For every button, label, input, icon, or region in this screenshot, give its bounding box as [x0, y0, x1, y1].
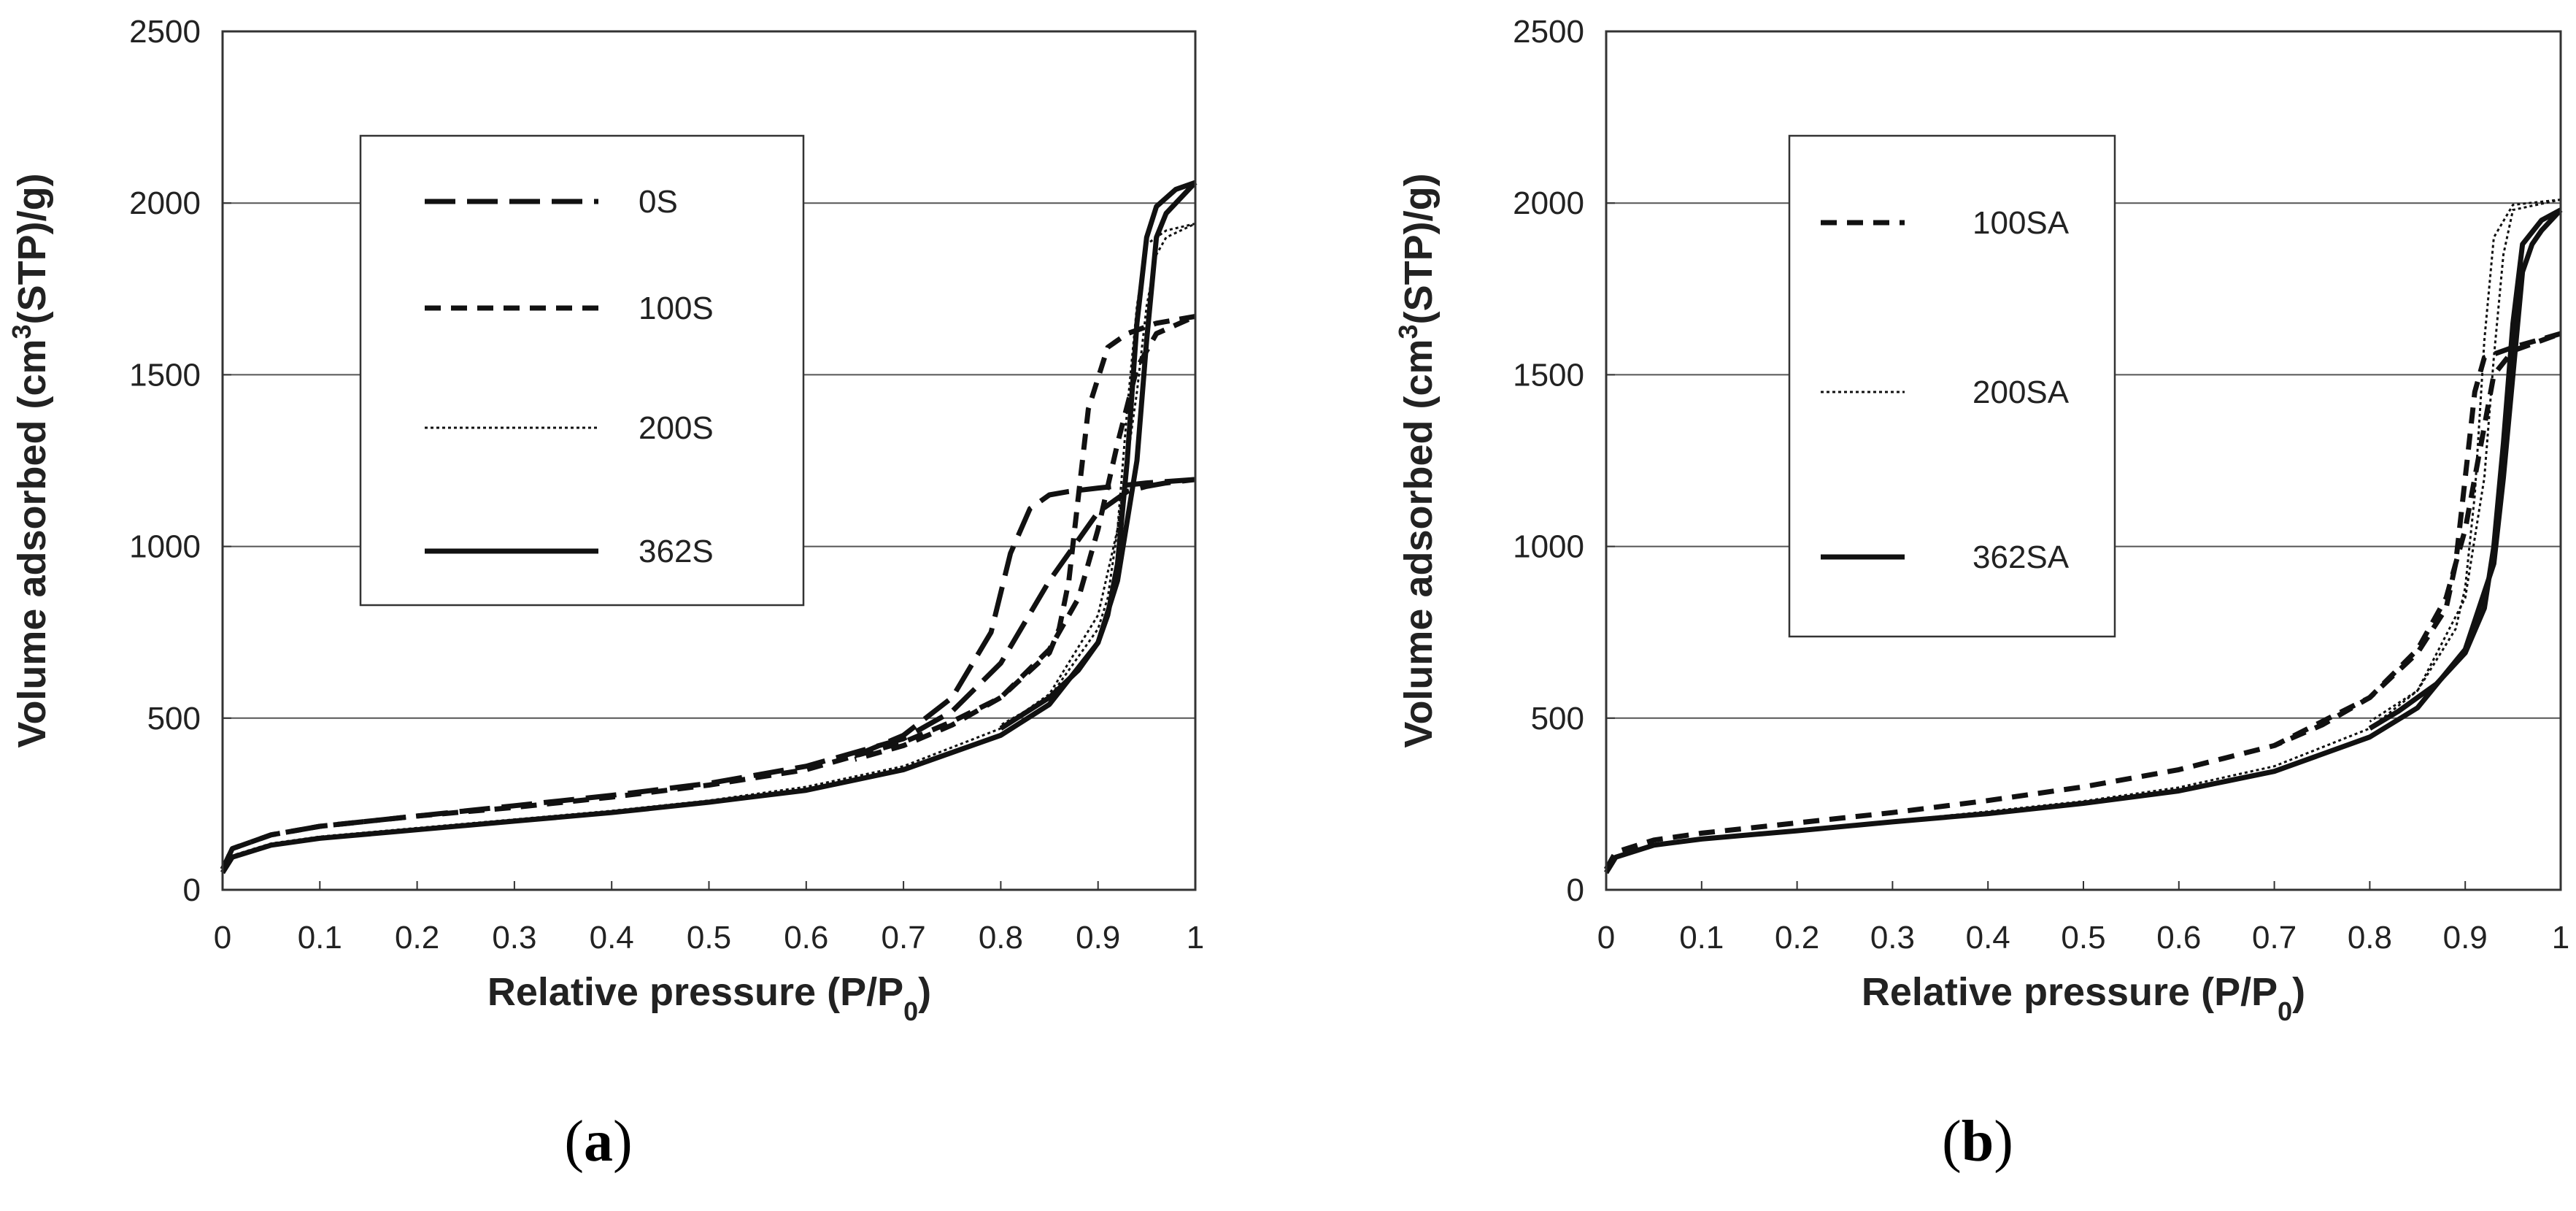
- panel-a-x-tick-label: 0: [214, 920, 231, 956]
- panel-a-legend-label-100S: 100S: [639, 291, 714, 326]
- panel-b-x-tick-label: 0.5: [2061, 920, 2105, 956]
- panel-a-y-tick-label: 500: [147, 701, 201, 737]
- panel-a-x-tick-label: 1: [1187, 920, 1204, 956]
- panel-a-x-tick-label: 0.3: [492, 920, 536, 956]
- panel-a-series-0S-desorption: [854, 477, 1196, 758]
- panel-b-series-200SA-desorption: [2369, 199, 2561, 723]
- panel-a-y-tick-label: 1000: [129, 529, 201, 565]
- panel-b-y-tick-label: 500: [1531, 701, 1584, 737]
- panel-b-series-100SA-adsorption: [1603, 331, 2562, 871]
- panel-b-x-tick-label: 0.9: [2443, 920, 2488, 956]
- panel-b-y-tick-label: 2500: [1513, 14, 1584, 50]
- panel-a-x-tick-label: 0.6: [784, 920, 828, 956]
- panel-b-y-tick-label: 0: [1567, 872, 1584, 908]
- panel-b-x-tick-label: 0.6: [2156, 920, 2201, 956]
- panel-a-x-tick-label: 0.9: [1076, 920, 1120, 956]
- panel-a-legend: 0S 100S 200S 362S: [359, 134, 805, 607]
- panel-a-x-tick-label: 0.1: [298, 920, 342, 956]
- panel-b-y-tick-label: 1500: [1513, 357, 1584, 393]
- panel-b-x-tick-label: 1: [2552, 920, 2569, 956]
- panel-b-x-tick-label: 0.8: [2348, 920, 2392, 956]
- panel-a-label: (a): [564, 1110, 632, 1174]
- panel-b-legend-box: [1788, 134, 2116, 638]
- panel-a-chart: 0 0.1 0.2 0.3 0.4 0.5 0.6 0.7 0.8 0.9 1 0 500 1000 15…: [7, 14, 1205, 1174]
- panel-a-y-axis-title: Volume adsorbed (cm3(STP)/g): [7, 173, 55, 747]
- panel-b-x-tick-label: 0.1: [1679, 920, 1724, 956]
- panel-a-y-tick-label: 0: [183, 872, 201, 908]
- panel-a-y-tick-label: 2500: [129, 14, 201, 50]
- panel-a-legend-label-0S: 0S: [639, 184, 678, 220]
- panel-b-legend-label-200SA: 200SA: [1973, 374, 2070, 410]
- panel-b-y-tick-label: 2000: [1513, 185, 1584, 221]
- panel-b-series-362SA-desorption: [2368, 207, 2562, 731]
- panel-a-legend-label-200S: 200S: [639, 410, 714, 446]
- panel-a-x-tick-label: 0.2: [395, 920, 439, 956]
- panel-a-legend-box: [359, 134, 805, 607]
- panel-b-x-tick-label: 0: [1597, 920, 1615, 956]
- panel-a-series-100S-desorption: [854, 313, 1196, 762]
- panel-b-x-tick-label: 0.7: [2252, 920, 2297, 956]
- panel-a-legend-label-362S: 362S: [639, 534, 714, 569]
- panel-a-y-tick-label: 1500: [129, 357, 201, 393]
- panel-b-legend-label-362SA: 362SA: [1973, 539, 2070, 575]
- panel-a-series-100S-adsorption: [220, 314, 1197, 871]
- panel-b-y-axis-title: Volume adsorbed (cm3(STP)/g): [1393, 173, 1441, 747]
- panel-b-series-362SA-adsorption: [1604, 208, 2563, 874]
- panel-a-series-200S-adsorption: [221, 223, 1196, 874]
- panel-b-legend-label-100SA: 100SA: [1973, 205, 2070, 241]
- panel-a-series-362S-adsorption: [220, 180, 1198, 874]
- panel-a-x-tick-label: 0.7: [882, 920, 926, 956]
- panel-b-y-tick-label: 1000: [1513, 529, 1584, 565]
- panel-a-x-tick-label: 0.8: [979, 920, 1023, 956]
- panel-b-x-tick-label: 0.2: [1775, 920, 1819, 956]
- panel-a-x-tick-label: 0.4: [590, 920, 634, 956]
- panel-b-x-tick-label: 0.3: [1870, 920, 1915, 956]
- panel-b-label: (b): [1942, 1110, 2013, 1174]
- panel-a-x-tick-label: 0.5: [687, 920, 731, 956]
- panel-b-chart: 0 0.1 0.2 0.3 0.4 0.5 0.6 0.7 0.8 0.9 1 0 500 1000 15…: [1393, 14, 2570, 1174]
- panel-a-y-tick-label: 2000: [129, 185, 201, 221]
- panel-b-x-tick-label: 0.4: [1966, 920, 2010, 956]
- panel-b-legend: 100SA 200SA 362SA: [1788, 134, 2116, 638]
- panel-a-series-362S-desorption: [999, 180, 1197, 731]
